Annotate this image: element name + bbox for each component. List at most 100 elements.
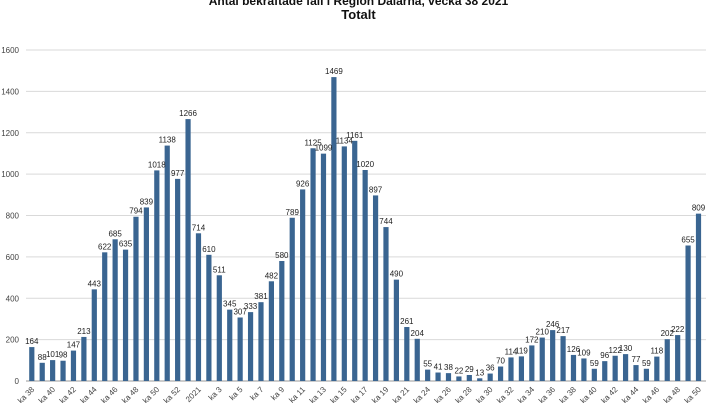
data-label: 511 <box>213 265 226 274</box>
data-label: 1161 <box>346 131 364 140</box>
bar <box>372 195 379 381</box>
bar <box>185 119 191 381</box>
data-label: 714 <box>192 223 206 232</box>
bar <box>550 330 556 381</box>
bar <box>383 227 389 381</box>
data-label: 114 <box>505 347 518 356</box>
bar <box>39 362 45 381</box>
data-label: 204 <box>411 329 425 338</box>
data-label: 490 <box>390 270 404 279</box>
x-tick-label: ka 30 <box>474 385 495 403</box>
data-label: 41 <box>434 363 443 372</box>
y-tick-label: 1200 <box>1 129 19 138</box>
bar <box>560 336 566 381</box>
y-tick-label: 200 <box>6 336 20 345</box>
bar <box>685 245 691 381</box>
x-tick-label: ka 32 <box>495 385 516 403</box>
bar <box>341 146 347 381</box>
y-tick-label: 400 <box>6 294 20 303</box>
data-label: 580 <box>275 251 289 260</box>
bar <box>633 365 639 381</box>
chart-title: Antal bekräftade fall i Region Dalarna, … <box>208 0 509 8</box>
data-label: 147 <box>67 341 81 350</box>
data-label: 1134 <box>336 136 354 145</box>
bar <box>456 376 462 381</box>
bar <box>247 312 254 381</box>
data-label: 98 <box>59 351 68 360</box>
data-label: 345 <box>223 300 237 309</box>
bar <box>654 356 660 381</box>
data-label: 1266 <box>179 109 197 118</box>
data-label: 794 <box>129 207 143 216</box>
bar <box>91 289 97 381</box>
data-label: 126 <box>567 345 581 354</box>
data-label: 926 <box>296 179 310 188</box>
bar <box>206 254 212 381</box>
bar <box>289 217 295 381</box>
bar <box>695 213 702 381</box>
bar <box>102 252 108 381</box>
data-label: 217 <box>556 326 570 335</box>
data-label: 122 <box>608 346 622 355</box>
bar <box>143 207 149 381</box>
x-tick-label: ka 50 <box>141 385 162 403</box>
bar <box>466 375 472 381</box>
data-label: 622 <box>98 242 112 251</box>
x-tick-label: ka 11 <box>287 385 307 403</box>
bar <box>518 356 525 381</box>
x-tick-label: ka 13 <box>308 385 329 403</box>
data-label: 897 <box>369 185 383 194</box>
data-label: 655 <box>681 236 695 245</box>
x-tick-label: ka 34 <box>516 385 537 403</box>
data-label: 1018 <box>148 160 166 169</box>
y-tick-label: 0 <box>15 377 20 386</box>
bar <box>122 249 129 381</box>
bar <box>300 189 306 381</box>
data-label: 381 <box>254 292 268 301</box>
x-tick-label: ka 3 <box>207 385 224 402</box>
x-tick-label: ka 17 <box>349 385 370 403</box>
x-tick-label: ka 46 <box>641 385 662 403</box>
data-label: 307 <box>233 307 247 316</box>
bar <box>529 345 535 381</box>
bar <box>425 369 431 381</box>
bar <box>622 354 629 381</box>
data-label: 213 <box>77 327 91 336</box>
bar <box>414 338 420 381</box>
bar <box>435 372 441 381</box>
data-label: 22 <box>454 366 463 375</box>
y-tick-label: 1600 <box>1 46 19 55</box>
bar <box>570 354 577 381</box>
bar <box>602 361 608 381</box>
data-label: 789 <box>286 208 300 217</box>
x-tick-label: ka 44 <box>79 385 100 403</box>
bar <box>612 355 618 381</box>
bar <box>352 140 358 381</box>
x-tick-label: ka 24 <box>412 385 433 403</box>
x-tick-label: ka 42 <box>599 385 620 403</box>
bar <box>279 261 285 381</box>
x-axis-ticks: ka 38 ka 40 ka 42 ka 44 ka 46 ka 48 ka 50 ka 52… <box>16 385 703 403</box>
x-tick-label: ka 7 <box>248 385 265 402</box>
bar <box>508 357 514 381</box>
bar <box>81 336 87 381</box>
data-label: 29 <box>465 365 474 374</box>
data-label: 809 <box>692 204 706 213</box>
x-tick-label: ka 21 <box>391 385 412 403</box>
bar <box>643 368 650 381</box>
x-tick-label: ka 46 <box>99 385 120 403</box>
data-label: 222 <box>671 325 685 334</box>
bar <box>404 327 410 381</box>
data-label: 88 <box>38 353 47 362</box>
data-label: 685 <box>108 229 122 238</box>
bar <box>675 335 681 381</box>
data-label: 202 <box>661 329 675 338</box>
data-label: 96 <box>600 351 609 360</box>
bar <box>487 373 493 381</box>
x-tick-label: ka 9 <box>269 385 286 402</box>
bar <box>227 309 233 381</box>
x-tick-label: ka 19 <box>370 385 391 403</box>
x-tick-label: ka 50 <box>683 385 704 403</box>
bar <box>445 373 452 381</box>
bar <box>393 279 399 381</box>
